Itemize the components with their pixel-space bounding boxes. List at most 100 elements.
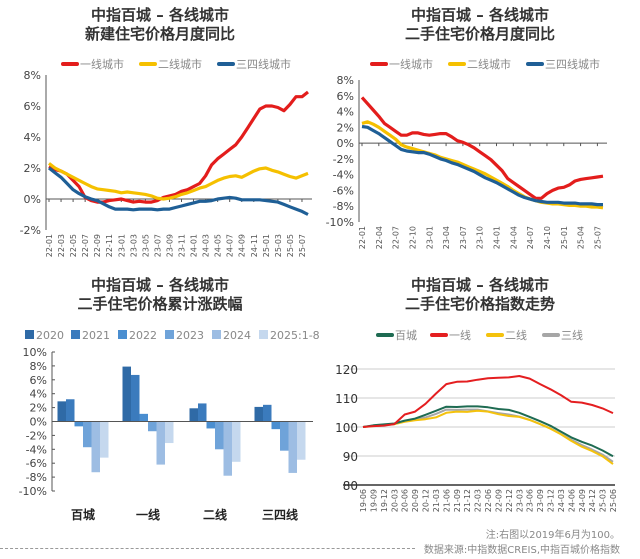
legend-swatch — [259, 330, 268, 339]
y-tick-label: 10% — [23, 346, 47, 359]
y-tick-label: -4% — [333, 169, 354, 182]
x-tick-label: 25-07 — [298, 234, 307, 257]
chart3-title-line1: 中指百城 – 各线城市 — [91, 276, 229, 294]
x-tick-label: 19-09 — [369, 489, 378, 512]
x-tick-label: 23-09 — [165, 234, 174, 257]
legend-label: 三四线城市 — [236, 57, 291, 71]
bar-百城-2021 — [66, 399, 75, 422]
x-tick-label: 20-12 — [422, 489, 431, 512]
x-tick-label: 23-10 — [476, 226, 485, 249]
x-tick-label: 23-03 — [129, 234, 138, 257]
y-tick-label: -8% — [26, 471, 47, 484]
chart3-title: 中指百城 – 各线城市 二手住宅价格累计涨跌幅 — [0, 276, 320, 314]
x-tick-label: 24-03 — [557, 489, 566, 512]
x-tick-label: 22-03 — [474, 489, 483, 512]
x-tick-label: 22-07 — [392, 226, 401, 249]
chart1-title-line2: 新建住宅价格月度同比 — [84, 25, 235, 43]
x-tick-label: 23-07 — [459, 226, 468, 249]
x-tick-label: 19-06 — [359, 489, 368, 512]
bar-百城-2022 — [74, 421, 83, 427]
chart4-title-line1: 中指百城 – 各线城市 — [411, 276, 549, 294]
legend-label: 2024 — [223, 329, 251, 342]
y-tick-label: 4% — [30, 388, 47, 401]
y-tick-label: 6% — [337, 90, 354, 103]
bar-二线-2021 — [198, 403, 207, 422]
y-tick-label: 2% — [30, 402, 47, 415]
y-tick-label: 0% — [24, 193, 41, 206]
y-tick-label: 80 — [343, 479, 358, 493]
legend-label: 二线城市 — [158, 57, 202, 71]
bar-一线-2025:1-8 — [165, 421, 174, 444]
x-tick-label: 22-12 — [505, 489, 514, 512]
y-tick-label: 4% — [24, 131, 41, 144]
x-tick-label: 22-05 — [69, 234, 78, 257]
legend-label: 二线城市 — [467, 57, 511, 71]
data-source: 数据来源:中指数据CREIS,中指百城价格指数 — [423, 545, 620, 556]
x-tick-label: 19-12 — [380, 489, 389, 512]
category-label: 一线 — [136, 507, 160, 522]
x-tick-label: 25-03 — [274, 234, 283, 257]
y-tick-label: 0% — [30, 416, 47, 429]
chart1-title-line1: 中指百城 – 各线城市 — [91, 6, 229, 24]
series-line-一线城市 — [360, 96, 604, 200]
bar-百城-2020 — [57, 401, 66, 422]
chart2-title-line1: 中指百城 – 各线城市 — [411, 6, 549, 24]
x-tick-label: 24-01 — [493, 226, 502, 249]
category-label: 二线 — [203, 507, 227, 522]
legend-label: 2021 — [82, 329, 110, 342]
legend-label: 三四线城市 — [545, 57, 600, 71]
legend-label: 百城 — [395, 329, 417, 342]
x-tick-label: 25-05 — [286, 234, 295, 257]
bar-百城-2023 — [83, 421, 92, 448]
legend-swatch — [25, 330, 34, 339]
bar-三四线-2025:1-8 — [297, 421, 306, 460]
y-tick-label: -4% — [26, 443, 47, 456]
x-tick-label: 23-03 — [515, 489, 524, 512]
y-tick-label: 110 — [335, 392, 358, 406]
x-tick-label: 22-09 — [93, 234, 102, 257]
legend-swatch — [118, 330, 127, 339]
x-tick-label: 22-07 — [81, 234, 90, 257]
x-tick-label: 24-01 — [190, 234, 199, 257]
legend-label: 一线城市 — [80, 57, 124, 71]
legend-swatch — [212, 330, 221, 339]
x-tick-label: 23-09 — [536, 489, 545, 512]
bar-三四线-2021 — [263, 404, 272, 422]
bar-二线-2024 — [223, 421, 232, 476]
x-tick-label: 21-06 — [442, 489, 451, 512]
bar-二线-2025:1-8 — [232, 421, 241, 462]
y-tick-label: -2% — [333, 153, 354, 166]
y-tick-label: 6% — [24, 100, 41, 113]
chart3-title-line2: 二手住宅价格累计涨跌幅 — [77, 295, 243, 313]
chart4-title: 中指百城 – 各线城市 二手住宅价格指数走势 — [320, 276, 640, 314]
x-tick-label: 24-06 — [567, 489, 576, 512]
legend-label: 三线 — [561, 328, 583, 342]
x-tick-label: 24-09 — [238, 234, 247, 257]
series-line-三四线城市 — [48, 166, 309, 216]
footnote: 注:右图以2019年6月为100。 — [485, 530, 620, 541]
y-tick-label: 2% — [337, 121, 354, 134]
bar-三四线-2020 — [254, 406, 263, 422]
category-label: 三四线 — [262, 507, 298, 522]
x-tick-label: 23-12 — [547, 489, 556, 512]
x-tick-label: 23-05 — [141, 234, 150, 257]
bar-三四线-2022 — [271, 421, 280, 430]
bar-二线-2020 — [189, 408, 198, 422]
x-tick-label: 24-10 — [543, 226, 552, 249]
y-tick-label: 8% — [24, 69, 41, 82]
legend-label: 二线 — [505, 328, 527, 342]
x-tick-label: 22-06 — [484, 489, 493, 512]
x-tick-label: 20-03 — [390, 489, 399, 512]
bar-一线-2021 — [131, 374, 140, 422]
bar-一线-2023 — [148, 421, 157, 432]
x-tick-label: 25-01 — [262, 234, 271, 257]
legend-label: 2023 — [176, 329, 204, 342]
x-tick-label: 22-11 — [105, 234, 114, 257]
x-tick-label: 23-07 — [153, 234, 162, 257]
x-tick-label: 20-06 — [401, 489, 410, 512]
y-tick-label: 6% — [30, 374, 47, 387]
legend-swatch — [165, 330, 174, 339]
x-tick-label: 22-10 — [408, 226, 417, 249]
x-tick-label: 24-07 — [526, 226, 535, 249]
x-tick-label: 22-01 — [358, 226, 367, 249]
